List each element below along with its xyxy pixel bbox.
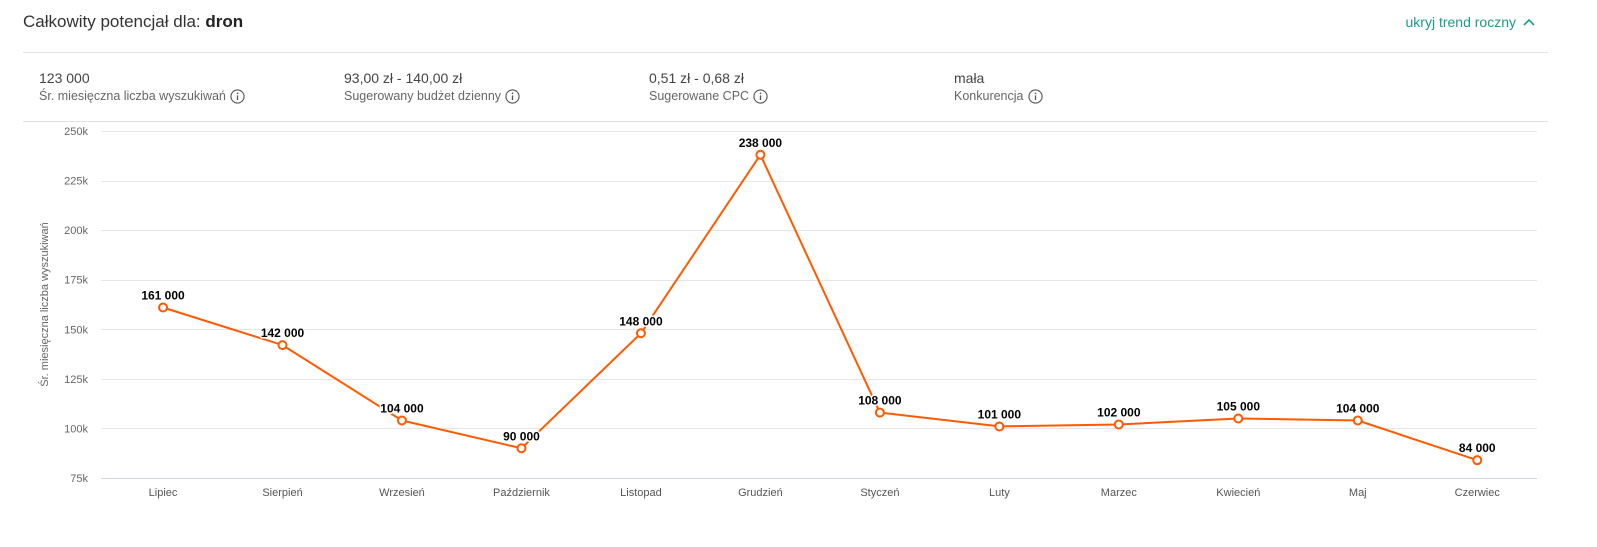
- keyword: dron: [205, 12, 244, 31]
- x-tick-label: Czerwiec: [1455, 487, 1501, 499]
- stat-competition: mała Konkurencja: [954, 69, 1259, 105]
- stat-label: Konkurencja: [954, 89, 1024, 103]
- x-tick-label: Styczeń: [860, 487, 899, 499]
- data-point[interactable]: [1113, 419, 1124, 430]
- data-label: 102 000: [1097, 405, 1141, 419]
- x-tick-label: Listopad: [620, 487, 662, 499]
- y-tick-label: 225k: [64, 176, 88, 188]
- hide-yearly-trend-toggle[interactable]: ukryj trend roczny: [1406, 12, 1535, 32]
- series-line: [162, 153, 1478, 462]
- data-point[interactable]: [874, 407, 885, 418]
- gridlines: [101, 131, 1537, 429]
- data-label: 101 000: [978, 407, 1022, 421]
- x-tick-label: Luty: [989, 487, 1010, 499]
- stat-label-row: Konkurencja: [954, 87, 1259, 105]
- data-label: 108 000: [858, 394, 902, 408]
- data-label: 161 000: [141, 288, 185, 302]
- x-tick-label: Październik: [493, 487, 550, 499]
- trend-chart-canvas: 75k 100k 125k 150k 175k 200k 225k 250k Śr. miesi…: [38, 126, 1537, 499]
- data-point[interactable]: [1233, 413, 1244, 424]
- stat-label-row: Śr. miesięczna liczba wyszukiwań: [39, 87, 344, 105]
- stat-suggested-daily-budget: 93,00 zł - 140,00 zł Sugerowany budżet d…: [344, 69, 649, 105]
- trend-chart: 75k 100k 125k 150k 175k 200k 225k 250k Śr. miesi…: [0, 121, 1597, 521]
- data-point[interactable]: [1352, 415, 1363, 426]
- info-icon[interactable]: [753, 88, 768, 104]
- stat-value: 93,00 zł - 140,00 zł: [344, 70, 463, 86]
- data-point[interactable]: [277, 340, 288, 351]
- data-point[interactable]: [635, 328, 646, 339]
- stat-label-row: Sugerowane CPC: [649, 87, 954, 105]
- stat-label: Śr. miesięczna liczba wyszukiwań: [39, 89, 226, 103]
- data-point[interactable]: [396, 415, 407, 426]
- stat-value: 0,51 zł - 0,68 zł: [649, 70, 744, 86]
- x-tick-label: Grudzień: [738, 487, 783, 499]
- stat-label: Sugerowane CPC: [649, 89, 750, 103]
- stat-suggested-cpc: 0,51 zł - 0,68 zł Sugerowane CPC: [649, 69, 954, 105]
- data-label: 104 000: [380, 401, 424, 415]
- x-tick-label: Lipiec: [149, 487, 178, 499]
- data-point[interactable]: [755, 149, 766, 160]
- y-tick-label: 100k: [64, 423, 88, 435]
- x-tick-label: Sierpień: [262, 487, 302, 499]
- stat-label: Sugerowany budżet dzienny: [344, 89, 502, 103]
- divider: [23, 52, 1548, 53]
- y-tick-label: 150k: [64, 324, 88, 336]
- y-tick-label: 125k: [64, 374, 88, 386]
- data-label: 105 000: [1217, 400, 1261, 414]
- info-icon[interactable]: [1027, 88, 1043, 104]
- data-label: 142 000: [261, 326, 305, 340]
- data-point[interactable]: [158, 302, 169, 313]
- data-points: [158, 149, 1483, 466]
- y-tick-label: 250k: [64, 126, 88, 138]
- data-point[interactable]: [1472, 455, 1483, 466]
- data-label: 148 000: [619, 314, 663, 328]
- data-label: 238 000: [739, 136, 783, 150]
- toggle-label: ukryj trend roczny: [1405, 14, 1516, 30]
- stats-row: 123 000 Śr. miesięczna liczba wyszukiwań…: [39, 69, 1259, 105]
- x-tick-label: Marzec: [1101, 487, 1138, 499]
- stat-value: 123 000: [39, 70, 90, 86]
- y-tick-label: 75k: [70, 473, 88, 485]
- y-tick-label: 175k: [64, 275, 88, 287]
- stat-avg-monthly-searches: 123 000 Śr. miesięczna liczba wyszukiwań: [39, 69, 344, 105]
- data-label: 84 000: [1459, 441, 1496, 455]
- info-icon[interactable]: [230, 88, 245, 104]
- x-tick-label: Kwiecień: [1216, 487, 1260, 499]
- data-point[interactable]: [994, 421, 1005, 432]
- y-axis-title: Śr. miesięczna liczba wyszukiwań: [38, 222, 51, 386]
- page-title: Całkowity potencjał dla: dron: [23, 11, 243, 33]
- x-tick-label: Wrzesień: [379, 487, 425, 499]
- data-label: 104 000: [1336, 401, 1380, 415]
- divider: [23, 121, 1548, 122]
- chevron-up-icon: [1523, 18, 1535, 26]
- x-tick-label: Maj: [1349, 487, 1367, 499]
- stat-label-row: Sugerowany budżet dzienny: [344, 87, 649, 105]
- y-tick-label: 200k: [64, 225, 88, 237]
- data-point[interactable]: [516, 443, 527, 454]
- data-labels: 161 000 142 000 104 000 90 000 148 000 238 00…: [140, 134, 1498, 456]
- stat-value: mała: [954, 70, 985, 86]
- data-label: 90 000: [503, 429, 540, 443]
- info-icon[interactable]: [505, 88, 520, 104]
- title-prefix: Całkowity potencjał dla:: [23, 12, 201, 31]
